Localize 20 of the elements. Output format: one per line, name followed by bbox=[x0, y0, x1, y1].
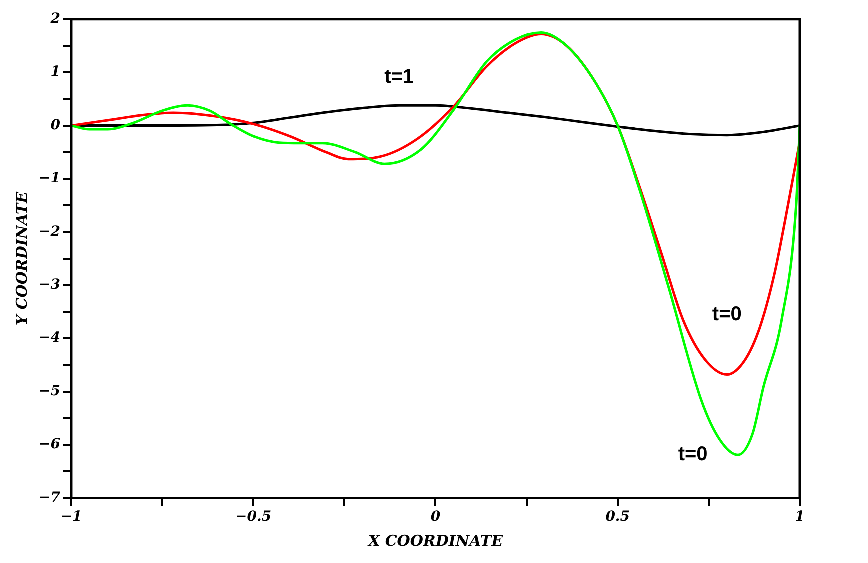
y-tick-label: −3 bbox=[38, 277, 61, 294]
x-axis-title: X COORDINATE bbox=[367, 532, 504, 550]
y-tick-label: 1 bbox=[50, 64, 60, 80]
y-tick-label: −6 bbox=[38, 436, 61, 453]
x-tick-label: −0.5 bbox=[236, 509, 272, 526]
y-tick-label: −2 bbox=[38, 224, 61, 240]
y-tick-label: 0 bbox=[50, 117, 61, 134]
x-tick-label: 1 bbox=[795, 509, 805, 526]
series-label: t=0 bbox=[678, 444, 708, 466]
series-label: t=0 bbox=[712, 303, 742, 326]
y-tick-label: −7 bbox=[38, 490, 61, 506]
x-tick-label: 0.5 bbox=[606, 509, 630, 526]
y-tick-label: −4 bbox=[38, 330, 60, 346]
x-tick-label: −1 bbox=[60, 509, 82, 526]
x-tick-label: 0 bbox=[430, 509, 441, 526]
y-tick-label: −5 bbox=[38, 383, 60, 400]
series-label: t=1 bbox=[384, 66, 414, 88]
y-axis-title: Y COORDINATE bbox=[12, 191, 31, 326]
y-tick-label: −1 bbox=[38, 170, 60, 187]
y-tick-label: 2 bbox=[50, 11, 61, 28]
